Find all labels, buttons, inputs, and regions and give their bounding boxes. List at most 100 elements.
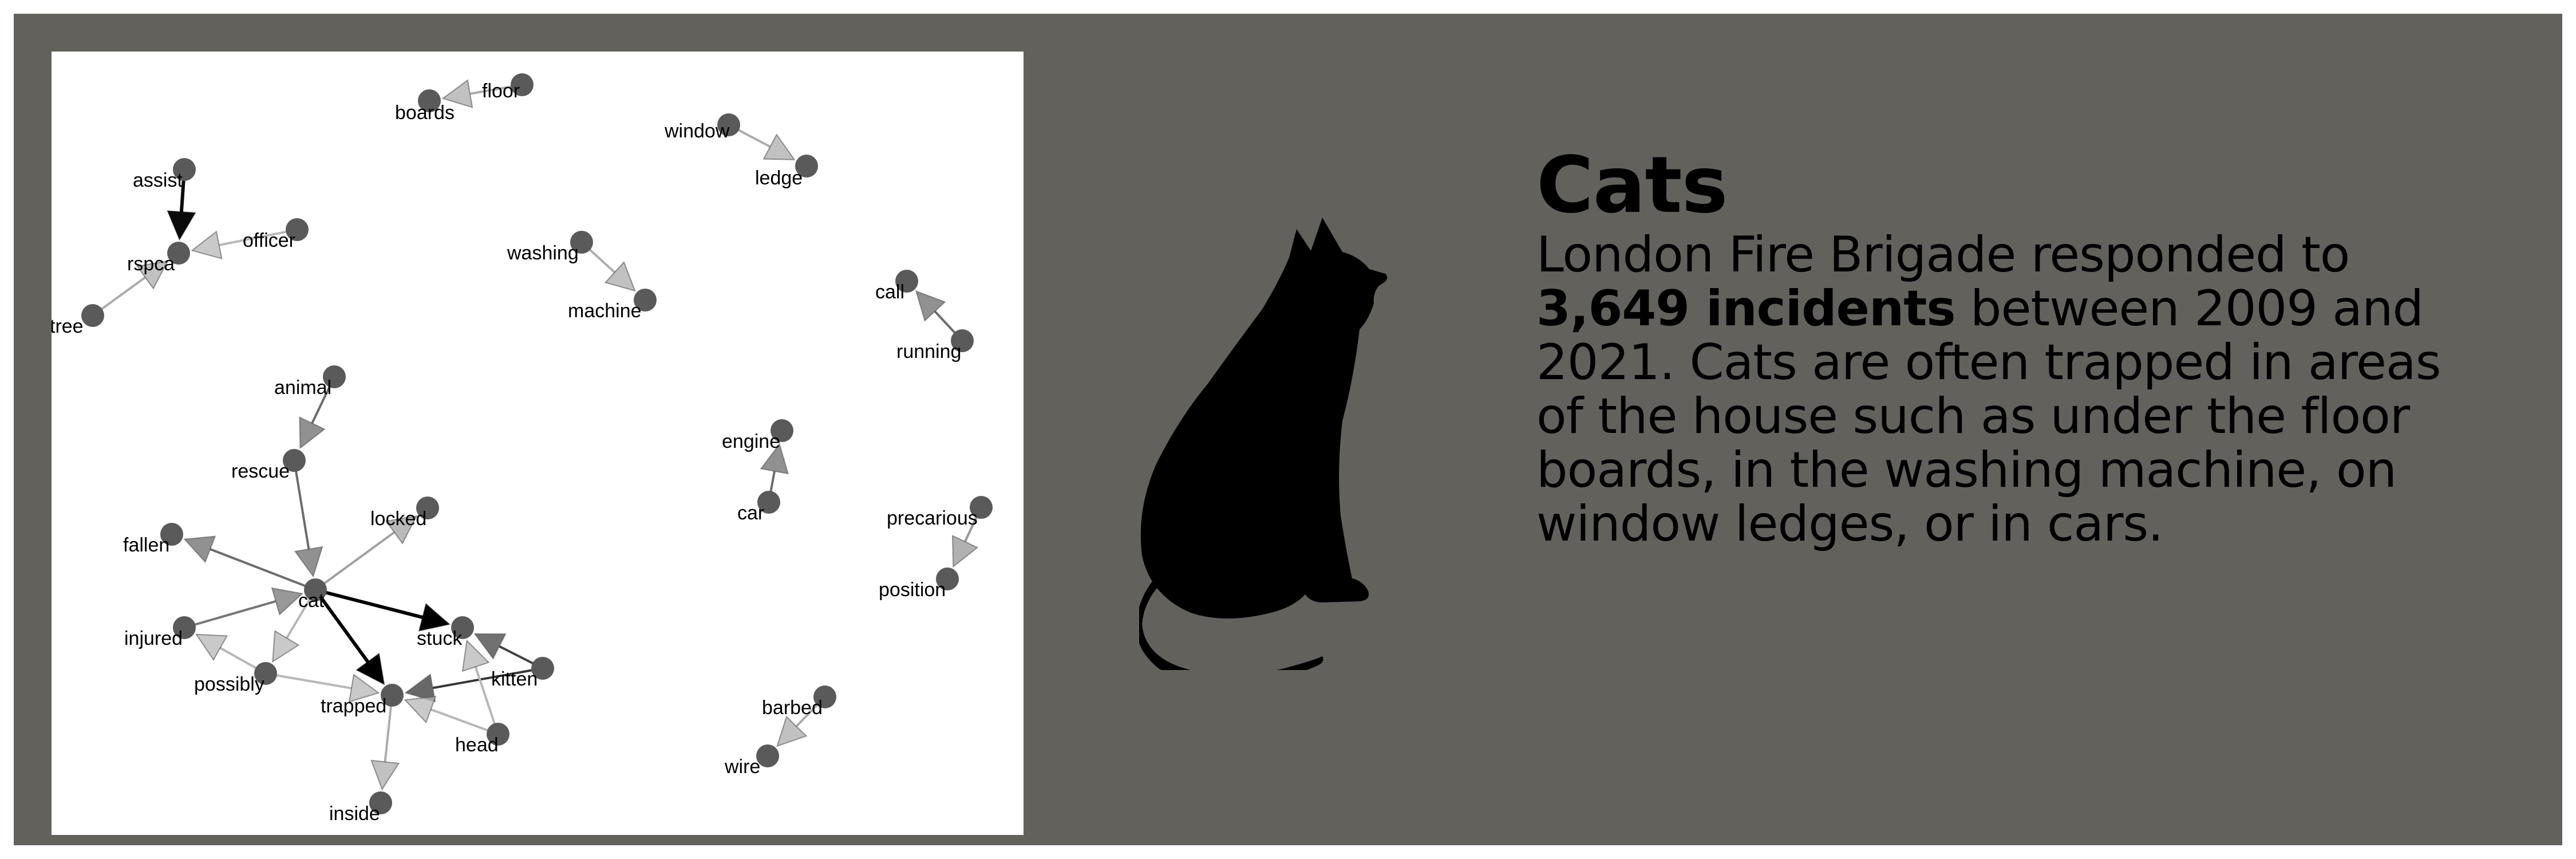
node-label-barbed: barbed [762, 697, 823, 719]
node-boards [418, 89, 441, 112]
edge-possibly-trapped [265, 672, 352, 689]
arrowhead-cat-locked [385, 515, 418, 545]
node-assist [173, 158, 196, 181]
edge-cat-trapped [314, 589, 370, 663]
labels-layer: boards floor window ledge assist officer rspca… [52, 80, 978, 825]
node-machine [634, 289, 657, 312]
edge-kitten-trapped [432, 667, 543, 689]
node-label-trapped: trapped [321, 695, 386, 717]
node-trapped [381, 684, 404, 707]
node-inside [369, 791, 392, 814]
node-label-stuck: stuck [417, 628, 463, 649]
node-rescue [283, 449, 306, 472]
node-ledge [795, 155, 818, 178]
arrowhead-animal-rescue [299, 416, 326, 450]
node-animal [323, 365, 346, 388]
arrowhead-running-call [915, 290, 946, 322]
node-label-rspca: rspca [127, 253, 175, 275]
background-frame: boards floor window ledge assist officer rspca… [14, 14, 2562, 845]
node-position [936, 568, 959, 590]
info-description: London Fire Brigade responded to 3,649 i… [1536, 228, 2498, 551]
node-possibly [254, 662, 277, 685]
description-after: between 2009 and 2021. Cats are often tr… [1536, 280, 2441, 553]
node-label-cat: cat [298, 590, 325, 612]
node-label-inside: inside [329, 803, 380, 825]
node-label-engine: engine [722, 431, 780, 452]
arrowhead-assist-rspca [167, 210, 196, 241]
arrowhead-kitten-trapped [404, 673, 436, 703]
node-label-car: car [737, 502, 764, 524]
node-call [895, 270, 918, 293]
edge-head-stuck [474, 666, 499, 735]
edge-cat-locked [314, 531, 396, 591]
node-washing [570, 231, 593, 254]
node-engine [771, 419, 793, 442]
cat-silhouette-icon [1139, 218, 1388, 670]
arrowhead-washing-machine [604, 261, 636, 292]
arrowhead-officer-rspca [191, 230, 223, 259]
description-highlight: 3,649 incidents [1536, 280, 1956, 337]
arrowhead-rescue-cat [294, 546, 323, 578]
node-label-machine: machine [568, 300, 642, 322]
edge-head-trapped [430, 708, 499, 735]
arrowhead-possibly-trapped [348, 673, 380, 703]
node-label-floor: floor [482, 80, 520, 102]
arrowhead-kitten-stuck [473, 633, 507, 660]
edge-officer-rspca [219, 228, 298, 246]
node-label-officer: officer [243, 230, 295, 251]
node-stuck [451, 616, 474, 639]
edge-injured-cat [184, 600, 276, 629]
node-wire [756, 744, 779, 767]
arrowhead-cat-stuck [418, 603, 451, 632]
node-car [757, 491, 780, 514]
node-label-precarious: precarious [887, 507, 978, 529]
node-tree [81, 304, 104, 327]
node-officer [286, 218, 309, 241]
node-kitten [531, 657, 554, 680]
arrowhead-cat-trapped [355, 652, 385, 685]
edge-rescue-cat [293, 460, 310, 550]
node-label-animal: animal [274, 377, 331, 399]
word-network-graph: boards floor window ledge assist officer rspca… [52, 73, 993, 825]
node-label-call: call [875, 281, 904, 303]
edge-cat-fallen [210, 548, 316, 591]
arrowhead-cat-fallen [183, 535, 216, 564]
node-label-locked: locked [370, 508, 426, 530]
node-precarious [970, 496, 993, 519]
node-window [717, 113, 740, 136]
nodes-layer [81, 73, 993, 814]
node-barbed [813, 685, 836, 708]
node-label-boards: boards [395, 102, 455, 124]
node-label-fallen: fallen [123, 534, 169, 556]
node-head [487, 723, 509, 746]
edge-cat-stuck [315, 588, 424, 619]
node-label-tree: tree [52, 316, 84, 337]
node-label-head: head [455, 734, 499, 756]
arrowhead-trapped-inside [370, 759, 400, 791]
arrowhead-barbed-wire [776, 715, 808, 747]
node-rspca [167, 242, 190, 265]
node-label-position: position [879, 579, 946, 601]
word-network-panel: boards floor window ledge assist officer rspca… [52, 52, 1024, 835]
node-label-rescue: rescue [231, 460, 290, 482]
node-label-running: running [896, 341, 961, 362]
node-cat [304, 578, 327, 601]
description-before: London Fire Brigade responded to [1536, 226, 2350, 283]
node-fallen [160, 523, 183, 546]
arrowhead-precarious-position [951, 535, 979, 568]
node-locked [416, 497, 439, 519]
arrowhead-floor-boards [441, 79, 473, 108]
arrowhead-cat-possibly [272, 630, 300, 663]
node-label-injured: injured [124, 628, 183, 649]
node-running [951, 329, 974, 352]
arrowhead-injured-cat [271, 587, 304, 616]
info-text-block: Cats London Fire Brigade responded to 3,… [1536, 147, 2498, 551]
node-label-washing: washing [507, 242, 579, 264]
arrowhead-tree-rspca [136, 260, 169, 290]
info-title: Cats [1536, 140, 1728, 231]
arrowhead-head-stuck [461, 639, 490, 672]
node-label-ledge: ledge [755, 167, 803, 189]
node-label-possibly: possibly [194, 673, 264, 695]
arrowhead-head-trapped [404, 696, 437, 724]
arrowhead-possibly-injured [195, 633, 228, 661]
